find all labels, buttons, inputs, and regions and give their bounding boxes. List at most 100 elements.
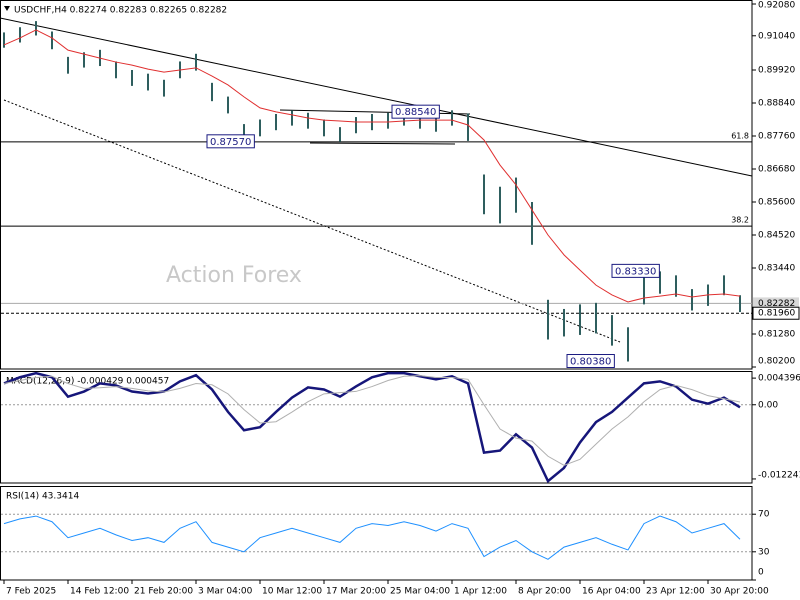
indicator-line	[3, 375, 741, 466]
y-tick-label: 0.87760	[758, 132, 795, 142]
y-tick-label: 0.84520	[758, 231, 795, 241]
y-tick-label: 0.89920	[758, 66, 795, 76]
price-bar	[563, 308, 565, 337]
moving-average	[3, 29, 741, 303]
price-bar	[483, 174, 485, 215]
x-tick-label: 17 Mar 20:00	[326, 587, 386, 597]
price-bar	[611, 315, 613, 346]
rsi-panel	[0, 486, 753, 581]
price-bar	[579, 304, 581, 335]
price-bar	[339, 127, 341, 142]
price-bar	[67, 56, 69, 74]
price-bar	[147, 73, 149, 91]
y-tick-label: 0.004396	[758, 374, 800, 384]
fib-label: 61.8	[731, 131, 749, 140]
x-tick-label: 25 Mar 04:00	[390, 587, 450, 597]
price-bar	[355, 117, 357, 134]
x-tick-label: 30 Apr 20:00	[710, 587, 769, 597]
annotation-box	[566, 354, 615, 369]
price-bar	[659, 271, 661, 294]
annotation-box	[206, 134, 255, 149]
y-tick-label: 0.81280	[758, 330, 795, 340]
trend-line	[0, 17, 753, 177]
chart-title: USDCHF,H4 0.82274 0.82283 0.82265 0.8228…	[14, 6, 227, 16]
price-bar	[547, 299, 549, 340]
price-bar	[195, 53, 197, 71]
macd-panel	[0, 371, 753, 484]
price-bar	[19, 27, 21, 43]
annotation-label: 0.80380	[570, 357, 611, 368]
indicator-line	[3, 371, 741, 484]
x-tick-label: 10 Mar 12:00	[262, 587, 322, 597]
price-bar	[259, 119, 261, 137]
price-bar	[323, 119, 325, 137]
price-bar	[211, 82, 213, 102]
y-tick-label: 0.83440	[758, 264, 795, 274]
price-bar	[739, 295, 741, 313]
range-line	[309, 142, 456, 145]
y-tick-label: 0.80200	[758, 357, 795, 367]
price-bar	[531, 202, 533, 245]
x-tick-label: 3 Mar 04:00	[198, 587, 253, 597]
x-tick-label: 21 Feb 20:00	[134, 587, 193, 597]
y-tick-label: 0.86680	[758, 165, 795, 175]
price-bar	[51, 31, 53, 50]
price-bar	[115, 61, 117, 79]
y-tick-label: -0.012241	[758, 471, 800, 481]
price-box	[752, 306, 800, 320]
y-tick-label: 0.00	[758, 400, 778, 410]
y-tick-label: 0	[758, 568, 764, 578]
price-bar	[275, 114, 277, 131]
price-bar	[595, 302, 597, 334]
price-bar	[419, 112, 421, 129]
price-bar	[163, 79, 165, 97]
price-bar	[515, 177, 517, 213]
price-bar	[3, 32, 5, 48]
price-bar	[35, 21, 37, 36]
x-tick-label: 23 Apr 12:00	[646, 587, 705, 597]
price-bar	[627, 327, 629, 362]
y-tick-label: 30	[758, 547, 770, 557]
price-bar	[387, 112, 389, 129]
annotation-box	[611, 263, 660, 278]
price-bar	[451, 110, 453, 126]
annotation-label: 0.83330	[615, 266, 656, 277]
macd-title: MACD(12,26,9) -0.000429 0.000457	[6, 377, 169, 387]
price-panel	[0, 0, 753, 370]
price-bar	[435, 116, 437, 132]
price-bar	[227, 96, 229, 114]
price-label: 0.82282	[758, 299, 795, 309]
y-tick-label: 0.85600	[758, 198, 795, 208]
indicator-line	[3, 515, 741, 560]
x-tick-label: 8 Apr 20:00	[518, 587, 571, 597]
annotation-label: 0.87570	[210, 137, 251, 148]
x-tick-label: 14 Feb 12:00	[70, 587, 129, 597]
price-bar	[467, 113, 469, 141]
price-box	[753, 297, 799, 310]
price-bar	[675, 275, 677, 297]
price-label: 0.81960	[758, 309, 795, 319]
price-bar	[499, 186, 501, 224]
price-bar	[643, 276, 645, 305]
price-bar	[691, 289, 693, 311]
rsi-title: RSI(14) 43.3414	[6, 492, 79, 502]
price-bar	[243, 124, 245, 142]
price-bar	[83, 52, 85, 68]
price-bar	[307, 112, 309, 129]
watermark: Action Forex	[166, 263, 302, 288]
x-tick-label: 1 Apr 12:00	[454, 587, 507, 597]
price-bar	[723, 275, 725, 296]
y-tick-label: 0.88840	[758, 99, 795, 109]
x-tick-label: 7 Feb 2025	[6, 587, 56, 597]
y-tick-label: 0.92080	[758, 1, 795, 11]
menu-arrow	[4, 6, 10, 11]
annotation-label: 0.88540	[395, 107, 436, 118]
y-tick-label: 0.91040	[758, 31, 795, 41]
x-tick-label: 16 Apr 04:00	[582, 587, 641, 597]
fib-label: 38.2	[731, 216, 749, 225]
annotation-box	[391, 104, 440, 119]
y-tick-label: 70	[758, 510, 770, 520]
